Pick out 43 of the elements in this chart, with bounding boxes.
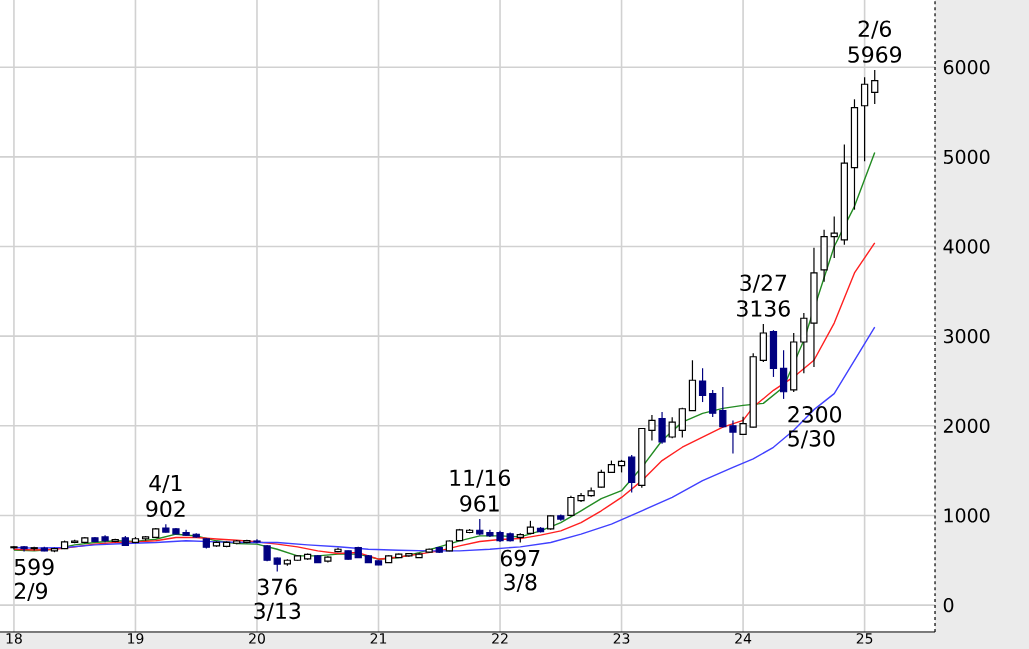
x-tick-label: 19 [128, 633, 144, 644]
annotation: 376 [257, 578, 297, 596]
x-tick-label: 21 [370, 633, 387, 644]
annotation: 5969 [848, 46, 902, 63]
x-tick-label: 20 [249, 633, 265, 644]
annotation: 11/16 [450, 469, 510, 488]
candlestick [860, 76, 869, 162]
annotation: 5/30 [788, 430, 835, 449]
candlestick [729, 419, 737, 455]
annotation: 902 [146, 500, 185, 518]
candlestick [648, 414, 656, 442]
x-tick-label: 25 [856, 633, 873, 644]
y-tick-label: 2000 [943, 418, 990, 433]
annotation: 697 [500, 549, 540, 567]
annotation: 2/6 [858, 20, 891, 39]
x-tick-label: 24 [735, 633, 752, 644]
x-tick-label: 18 [6, 633, 22, 644]
candlestick [830, 215, 838, 259]
candlestick [698, 367, 707, 403]
y-tick-label: 4000 [943, 239, 990, 254]
candlestick [800, 312, 808, 374]
annotation: 3/13 [254, 602, 301, 621]
annotation: 3136 [737, 300, 790, 317]
candlestick [658, 411, 666, 445]
y-tick-label: 0 [943, 597, 954, 613]
x-tick-label: 23 [613, 633, 630, 644]
annotation: 599 [14, 558, 54, 576]
annotation: 3/27 [740, 274, 787, 293]
candlestick [719, 386, 727, 429]
candlestick [10, 545, 18, 551]
annotation: 3/8 [504, 573, 537, 593]
candlestick [709, 389, 717, 418]
candlestick [779, 349, 788, 400]
annotation: 4/1 [149, 475, 182, 494]
y-tick-label: 3000 [943, 329, 990, 344]
annotation: 2/9 [14, 582, 47, 601]
candlestick [678, 407, 686, 439]
y-tick-label: 5000 [943, 149, 990, 165]
candlestick [871, 69, 879, 105]
y-tick-label: 1000 [944, 508, 990, 523]
annotation: 961 [460, 495, 499, 512]
y-tick-label: 6000 [943, 60, 990, 75]
x-tick-label: 22 [492, 633, 508, 644]
